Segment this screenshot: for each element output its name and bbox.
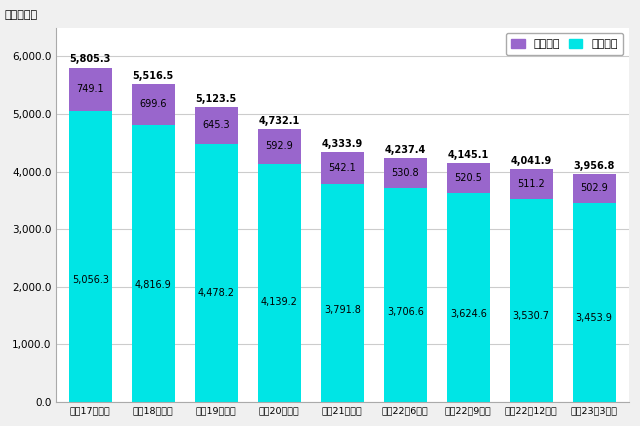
Text: 699.6: 699.6	[140, 99, 167, 109]
Text: 4,145.1: 4,145.1	[447, 150, 489, 160]
Text: 5,516.5: 5,516.5	[132, 71, 174, 81]
Bar	[573, 203, 616, 402]
Bar	[69, 111, 112, 402]
Bar	[132, 84, 175, 124]
Bar	[69, 68, 112, 111]
Text: 542.1: 542.1	[328, 163, 356, 173]
Bar	[510, 199, 553, 402]
Text: 4,139.2: 4,139.2	[261, 296, 298, 307]
Bar	[258, 130, 301, 164]
Bar	[195, 107, 238, 144]
Text: 4,333.9: 4,333.9	[322, 139, 363, 149]
Text: 4,041.9: 4,041.9	[511, 156, 552, 166]
Text: 5,056.3: 5,056.3	[72, 274, 109, 285]
Bar	[258, 164, 301, 402]
Text: 4,816.9: 4,816.9	[135, 280, 172, 290]
Text: 530.8: 530.8	[392, 168, 419, 178]
Text: 511.2: 511.2	[517, 179, 545, 189]
Bar	[321, 153, 364, 184]
Text: 592.9: 592.9	[266, 141, 293, 152]
Bar	[195, 144, 238, 402]
Text: 3,530.7: 3,530.7	[513, 311, 550, 321]
Text: 4,732.1: 4,732.1	[259, 116, 300, 126]
Text: 520.5: 520.5	[454, 173, 482, 183]
Bar	[447, 193, 490, 402]
Text: 3,706.6: 3,706.6	[387, 307, 424, 317]
Legend: ＩＳＤＮ, 加入電話: ＩＳＤＮ, 加入電話	[506, 33, 623, 55]
Text: 5,123.5: 5,123.5	[196, 94, 237, 104]
Text: 749.1: 749.1	[77, 84, 104, 94]
Bar	[132, 124, 175, 402]
Text: 3,956.8: 3,956.8	[573, 161, 615, 171]
Text: （万加入）: （万加入）	[4, 10, 37, 20]
Bar	[447, 163, 490, 193]
Text: 3,791.8: 3,791.8	[324, 305, 361, 315]
Bar	[384, 188, 427, 402]
Bar	[321, 184, 364, 402]
Bar	[384, 158, 427, 188]
Bar	[510, 169, 553, 199]
Text: 4,237.4: 4,237.4	[385, 145, 426, 155]
Text: 4,478.2: 4,478.2	[198, 288, 235, 299]
Text: 5,805.3: 5,805.3	[70, 55, 111, 64]
Bar	[573, 174, 616, 203]
Text: 645.3: 645.3	[202, 121, 230, 130]
Text: 3,624.6: 3,624.6	[450, 309, 487, 319]
Text: 502.9: 502.9	[580, 184, 608, 193]
Text: 3,453.9: 3,453.9	[576, 313, 612, 323]
